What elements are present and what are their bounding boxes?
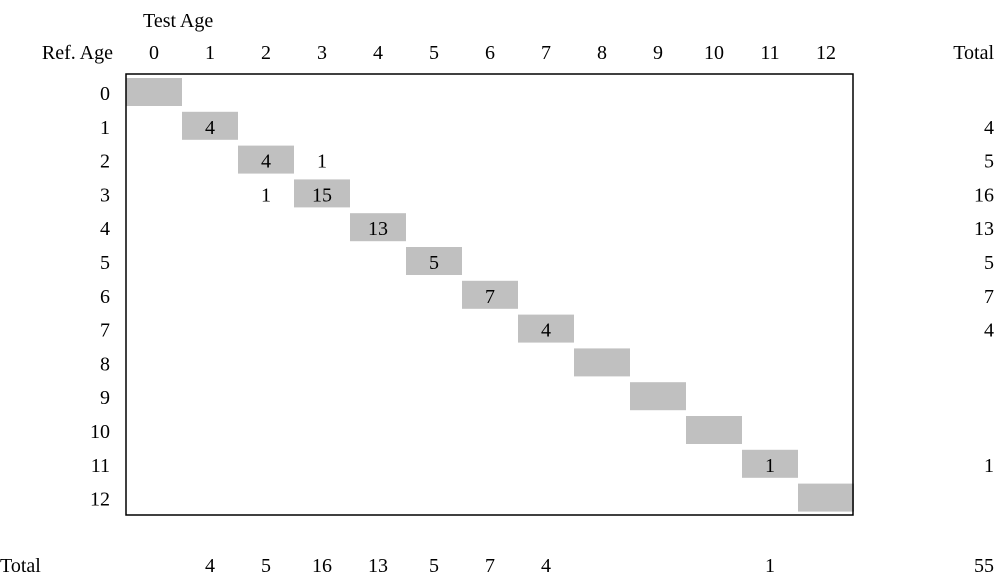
y-tick-label: 12 xyxy=(90,489,110,511)
y-tick-label: 2 xyxy=(100,151,110,173)
cell-count: 1 xyxy=(317,151,327,173)
row-total: 1 xyxy=(984,455,994,477)
row-total: 16 xyxy=(974,184,994,206)
column-total: 7 xyxy=(485,555,495,577)
diagonal-cell xyxy=(686,416,742,444)
y-tick-label: 8 xyxy=(100,353,110,375)
x-axis-title: Test Age xyxy=(143,10,213,32)
x-tick-label: 1 xyxy=(205,42,215,64)
y-tick-label: 10 xyxy=(90,421,110,443)
y-tick-label: 9 xyxy=(100,387,110,409)
x-tick-label: 2 xyxy=(261,42,271,64)
diagonal-cell xyxy=(126,78,182,106)
x-tick-label: 6 xyxy=(485,42,495,64)
row-total: 7 xyxy=(984,286,994,308)
cell-count: 4 xyxy=(541,320,551,342)
cell-count: 5 xyxy=(429,252,439,274)
row-total: 4 xyxy=(984,117,994,139)
y-tick-label: 0 xyxy=(100,83,110,105)
column-totals-label: Total xyxy=(0,555,41,577)
cell-count: 1 xyxy=(765,455,775,477)
diagonal-cells-layer xyxy=(126,78,854,512)
cell-count: 13 xyxy=(368,218,388,240)
column-total: 5 xyxy=(429,555,439,577)
x-tick-label: 7 xyxy=(541,42,551,64)
column-total: 1 xyxy=(765,555,775,577)
diagonal-cell xyxy=(182,111,238,140)
x-tick-label: 11 xyxy=(760,42,779,64)
column-total: 4 xyxy=(541,555,551,577)
x-tick-label: 3 xyxy=(317,42,327,64)
row-total: 5 xyxy=(984,252,994,274)
y-tick-label: 3 xyxy=(100,184,110,206)
cell-count: 15 xyxy=(312,184,332,206)
row-totals-header: Total xyxy=(953,42,994,64)
diagonal-cell xyxy=(294,179,350,208)
cell-count: 4 xyxy=(261,151,271,173)
diagonal-cell xyxy=(406,247,462,275)
diagonal-cell xyxy=(742,449,798,478)
y-tick-label: 5 xyxy=(100,252,110,274)
x-tick-label: 12 xyxy=(816,42,836,64)
row-total: 13 xyxy=(974,218,994,240)
x-tick-label: 9 xyxy=(653,42,663,64)
diagonal-cell xyxy=(462,280,518,309)
matrix-frame xyxy=(125,73,854,516)
y-tick-label: 11 xyxy=(91,455,110,477)
diagonal-cell xyxy=(798,483,854,512)
x-tick-label: 0 xyxy=(149,42,159,64)
cell-count: 4 xyxy=(205,117,215,139)
diagonal-cell xyxy=(518,314,574,343)
x-tick-label: 5 xyxy=(429,42,439,64)
y-tick-label: 4 xyxy=(100,218,110,240)
grand-total: 55 xyxy=(974,555,994,577)
column-total: 16 xyxy=(312,555,332,577)
x-tick-label: 10 xyxy=(704,42,724,64)
diagonal-cell xyxy=(238,145,294,174)
row-total: 4 xyxy=(984,320,994,342)
diagonal-cell xyxy=(630,382,686,411)
cell-count: 7 xyxy=(485,286,495,308)
y-tick-label: 6 xyxy=(100,286,110,308)
column-total: 5 xyxy=(261,555,271,577)
diagonal-cell xyxy=(350,213,406,242)
cell-count: 1 xyxy=(261,184,271,206)
y-axis-title: Ref. Age xyxy=(42,42,113,64)
column-total: 4 xyxy=(205,555,215,577)
column-total: 13 xyxy=(368,555,388,577)
x-tick-label: 8 xyxy=(597,42,607,64)
x-tick-label: 4 xyxy=(373,42,383,64)
row-total: 5 xyxy=(984,151,994,173)
y-tick-label: 1 xyxy=(100,117,110,139)
diagonal-cell xyxy=(574,348,630,377)
y-tick-label: 7 xyxy=(100,320,110,342)
